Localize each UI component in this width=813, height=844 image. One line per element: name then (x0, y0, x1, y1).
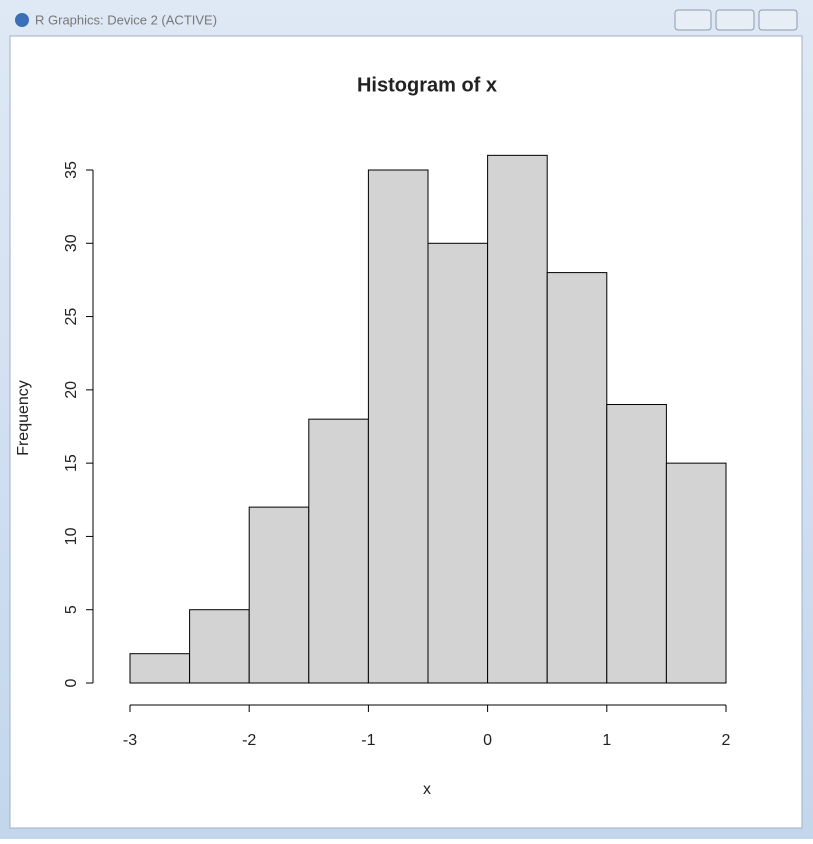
y-axis-label: Frequency (15, 380, 32, 456)
x-tick-label: -3 (123, 732, 137, 749)
bar (189, 609, 250, 684)
bar (427, 242, 489, 684)
close-button[interactable] (758, 9, 798, 31)
r-icon (15, 13, 29, 27)
x-tick-label: 2 (722, 732, 731, 749)
bar (546, 272, 608, 684)
y-tick-label: 15 (63, 454, 80, 472)
bar (248, 506, 310, 684)
y-tick-label: 10 (63, 527, 80, 545)
x-tick-label: -2 (242, 732, 256, 749)
window-title: R Graphics: Device 2 (ACTIVE) (35, 12, 217, 27)
bar (129, 653, 191, 684)
y-tick-label: 35 (63, 161, 80, 179)
y-tick-label: 25 (63, 308, 80, 326)
y-tick-label: 5 (63, 605, 80, 614)
bar (308, 418, 369, 684)
bar (487, 154, 548, 684)
chart-title: Histogram of x (357, 74, 497, 96)
y-tick-label: 30 (63, 234, 80, 252)
bar (367, 169, 429, 684)
x-tick-label: 1 (602, 732, 611, 749)
x-tick-label: -1 (361, 732, 375, 749)
x-axis-label: x (423, 781, 431, 798)
bar (606, 404, 667, 684)
bar (665, 462, 727, 684)
y-tick-label: 0 (63, 678, 80, 687)
y-tick-label: 20 (63, 381, 80, 399)
maximize-button[interactable] (715, 9, 755, 31)
minimize-button[interactable] (674, 9, 712, 31)
x-tick-label: 0 (483, 732, 492, 749)
